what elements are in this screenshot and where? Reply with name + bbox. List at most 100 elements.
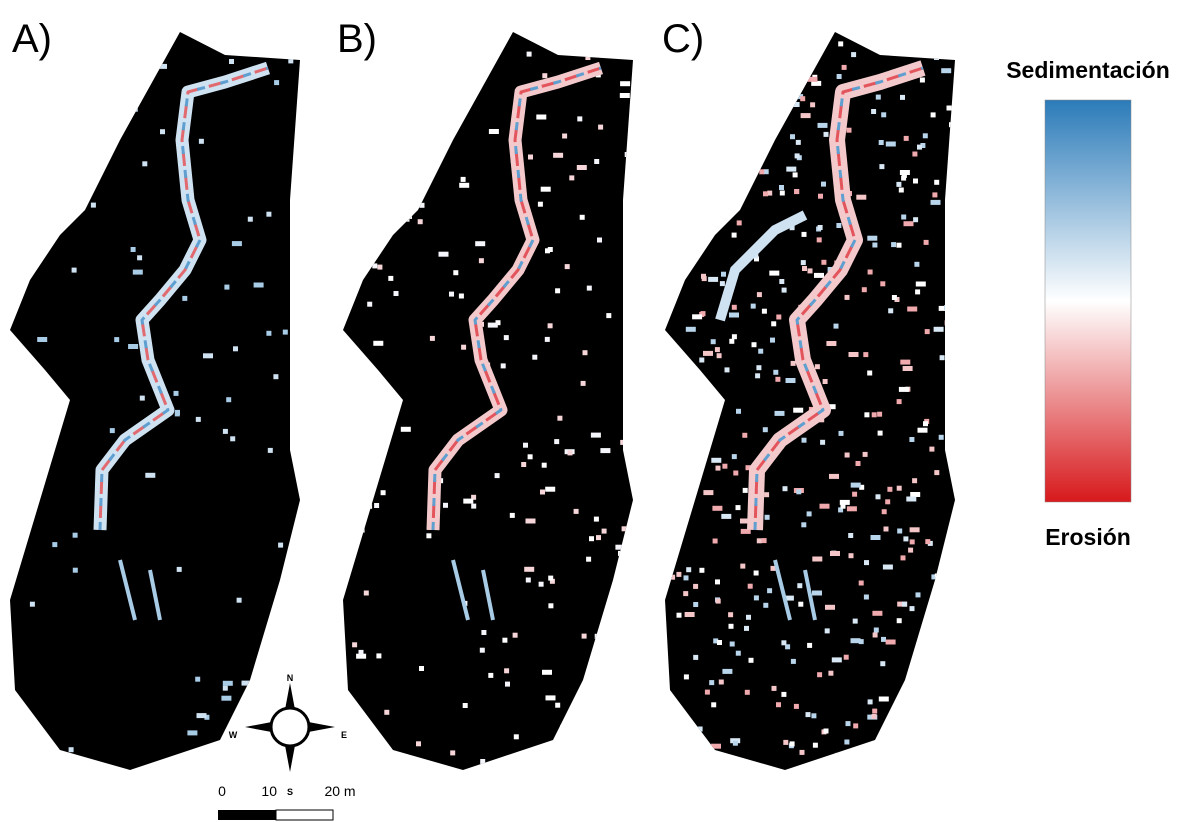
speckle [862,287,867,292]
speckle [715,579,720,584]
speckle [195,677,200,682]
speckle [909,437,914,442]
speckle [367,302,372,307]
speckle [275,703,280,708]
speckle [131,247,136,252]
speckle [800,750,805,755]
speckle [30,602,35,607]
speckle [298,349,303,354]
speckle [815,364,820,369]
speckle [140,396,145,401]
speckle [91,203,96,208]
scale-label: 0 [218,783,226,799]
speckle [684,575,689,580]
speckle [691,486,696,491]
speckle [405,217,410,222]
speckle [830,551,840,556]
speckle [800,96,805,101]
speckle [797,583,802,588]
speckle [676,464,681,469]
speckle [373,341,383,346]
speckle [795,153,800,158]
speckle [459,183,469,188]
speckle [232,241,242,246]
speckle [560,725,565,730]
speckle [924,690,929,695]
speckle [745,690,750,695]
speckle [128,344,138,349]
speckle [678,475,683,480]
speckle [907,307,917,312]
speckle [694,111,699,116]
speckle [897,486,902,491]
speckle [901,215,906,220]
speckle [38,119,48,124]
speckle [703,490,713,495]
speckle [896,182,901,187]
speckle [879,697,889,702]
speckle [383,188,388,193]
speckle [624,252,629,257]
speckle [348,136,353,141]
speckle [407,214,412,219]
speckle [910,606,915,611]
speckle [461,177,466,182]
speckle [377,265,382,270]
compass-north: N [287,673,294,683]
speckle [867,371,872,376]
speckle [871,535,881,540]
speckle [569,175,574,180]
speckle [786,378,796,383]
speckle [685,470,690,475]
catchment-panel [665,32,962,771]
speckle [910,492,920,497]
speckle [625,152,630,157]
speckle [754,595,759,600]
speckle [617,578,622,583]
speckle [740,564,745,569]
speckle [775,377,780,382]
speckle [820,504,830,509]
speckle [683,591,688,596]
speckle [585,55,590,60]
speckle [702,276,707,281]
speckle [363,363,368,368]
speckle [510,513,515,518]
speckle [699,358,704,363]
speckle [826,341,836,346]
speckle [791,659,796,664]
speckle [828,671,833,676]
speckle [615,545,625,550]
speckle [847,506,857,511]
speckle [923,133,928,138]
speckle [892,295,897,300]
speckle [299,201,304,206]
legend-gradient [1045,100,1131,502]
speckle [886,142,896,147]
speckle [733,741,738,746]
speckle [837,74,842,79]
speckle [360,209,370,214]
speckle [923,421,928,426]
speckle [523,443,528,448]
speckle [475,241,485,246]
speckle [266,331,271,336]
speckle [885,499,890,504]
speckle [504,335,509,340]
speckle [714,144,719,149]
speckle [783,486,788,491]
speckle [266,212,271,217]
panels [10,32,962,771]
scale-segment [218,810,276,820]
speckle [720,62,725,67]
speckle [700,406,710,411]
speckle [887,487,892,492]
speckle [801,260,806,265]
speckle [376,653,381,658]
speckle [352,449,362,454]
speckle [720,281,725,286]
speckle [901,176,906,181]
speckle [872,709,877,714]
speckle [808,268,813,273]
speckle [756,365,761,370]
